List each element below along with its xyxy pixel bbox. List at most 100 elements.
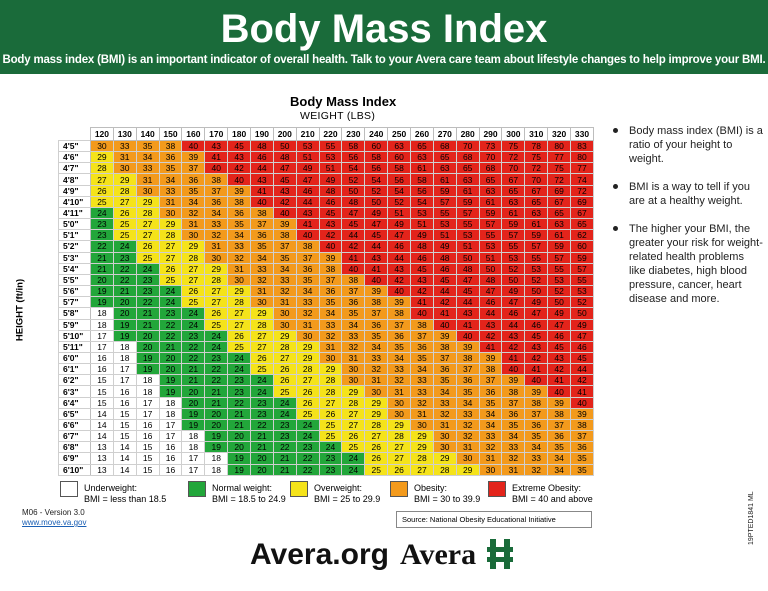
height-row-label: 6'10" xyxy=(58,463,91,477)
bmi-cell: 53 xyxy=(501,251,526,264)
bmi-cell: 22 xyxy=(295,463,320,477)
height-row-label: 5'11" xyxy=(58,340,91,353)
table-row: 6'5" 14 15 17 18 19 20 21 23 24 25 26 27 29 30 31 32 33 34… xyxy=(58,407,594,420)
bmi-cell: 27 xyxy=(181,262,206,275)
bmi-cell: 74 xyxy=(570,173,594,186)
bmi-cell: 33 xyxy=(158,184,183,197)
bmi-cell: 37 xyxy=(478,374,503,387)
bmi-cell: 51 xyxy=(478,251,503,264)
side-note-text: Body mass index (BMI) is a ratio of your… xyxy=(629,125,763,165)
bmi-cell: 21 xyxy=(250,430,274,443)
bmi-cell: 53 xyxy=(455,229,480,242)
bmi-cell: 49 xyxy=(318,173,343,186)
table-row: 5'2" 22 24 26 27 29 31 33 35 37 38 40 42 44 46 48 49 51 53… xyxy=(58,240,594,253)
bmi-cell: 37 xyxy=(364,307,389,320)
bmi-cell: 27 xyxy=(227,307,252,320)
bmi-cell: 25 xyxy=(204,318,229,331)
bmi-cell: 26 xyxy=(90,184,114,197)
bmi-cell: 29 xyxy=(204,262,229,275)
weight-column-header: 280 xyxy=(455,127,480,141)
bmi-cell: 59 xyxy=(455,195,480,208)
bmi-cell: 37 xyxy=(204,184,229,197)
bmi-cell: 34 xyxy=(547,463,572,477)
bmi-cell: 23 xyxy=(135,285,160,298)
bmi-cell: 20 xyxy=(204,407,229,420)
bmi-cell: 36 xyxy=(547,430,572,443)
bmi-cell: 43 xyxy=(387,262,412,275)
bmi-cell: 21 xyxy=(204,396,229,409)
bmi-cell: 45 xyxy=(547,340,572,353)
table-row: 6'8" 13 14 15 16 18 19 20 21 22 23 24 25 26 27 29 30 31 32… xyxy=(58,441,594,454)
bmi-cell: 16 xyxy=(112,396,137,409)
legend-swatch xyxy=(488,481,506,497)
bmi-cell: 42 xyxy=(387,273,412,287)
bmi-cell: 33 xyxy=(227,240,252,253)
table-row: 4'7" 28 30 33 35 37 40 42 44 47 49 51 54 56 58 61 63 65 68… xyxy=(58,162,594,175)
bmi-cell: 38 xyxy=(478,363,503,376)
bmi-cell: 42 xyxy=(272,195,297,208)
legend-range: BMI = 40 and above xyxy=(512,494,593,504)
legend-label: Obesity: BMI = 30 to 39.9 xyxy=(414,483,480,505)
height-row-label: 6'7" xyxy=(58,430,91,443)
bmi-cell: 29 xyxy=(227,285,252,298)
bmi-cell: 41 xyxy=(570,385,594,398)
bmi-cell: 32 xyxy=(410,396,434,409)
bmi-cell: 29 xyxy=(250,307,274,320)
bmi-cell: 23 xyxy=(272,418,297,432)
bmi-cell: 49 xyxy=(547,307,572,320)
bmi-cell: 53 xyxy=(524,262,549,275)
bmi-cell: 14 xyxy=(90,407,114,420)
bmi-cell: 34 xyxy=(478,418,503,432)
bmi-cell: 27 xyxy=(272,351,297,365)
bmi-cell: 55 xyxy=(318,139,343,153)
bmi-cell: 57 xyxy=(478,218,503,231)
bmi-cell: 43 xyxy=(318,218,343,231)
bmi-cell: 60 xyxy=(387,151,412,164)
bmi-cell: 39 xyxy=(364,285,389,298)
bmi-cell: 39 xyxy=(272,218,297,231)
bmi-cell: 36 xyxy=(455,374,480,387)
bmi-cell: 40 xyxy=(524,374,549,387)
bmi-cell: 31 xyxy=(501,463,526,477)
table-row: 5'10" 17 19 20 22 23 24 26 27 29 30 32 33 35 36 37 39 40 4… xyxy=(58,329,594,342)
height-row-label: 4'7" xyxy=(58,162,91,175)
bmi-cell: 38 xyxy=(455,351,480,365)
bmi-cell: 33 xyxy=(250,262,274,275)
bmi-cell: 30 xyxy=(341,374,366,387)
bmi-cell: 36 xyxy=(410,340,434,353)
bmi-cell: 18 xyxy=(135,374,160,387)
bmi-cell: 18 xyxy=(90,307,114,320)
bmi-cell: 43 xyxy=(250,173,274,186)
table-row: 4'9" 26 28 30 33 35 37 39 41 43 46 48 50 52 54 56 59 61 63… xyxy=(58,184,594,197)
bmi-cell: 57 xyxy=(432,195,457,208)
bmi-cell: 35 xyxy=(318,296,343,309)
bmi-cell: 30 xyxy=(364,385,389,398)
table-row: 6'3" 15 16 18 19 20 21 23 24 25 26 28 29 30 31 33 34 35 36… xyxy=(58,385,594,398)
bmi-cell: 17 xyxy=(158,430,183,443)
table-row: 5'9" 18 19 21 22 24 25 27 28 30 31 33 34 36 37 38 40 41 43… xyxy=(58,318,594,331)
bmi-cell: 28 xyxy=(90,162,114,175)
bmi-cell: 41 xyxy=(341,251,366,264)
bmi-cell: 14 xyxy=(112,441,137,454)
bmi-cell: 23 xyxy=(318,463,343,477)
avera-cross-icon xyxy=(487,539,513,569)
bmi-cell: 35 xyxy=(135,139,160,153)
table-row: 6'10" 13 14 15 16 17 18 19 20 21 22 23 24 25 26 27 28 29 3… xyxy=(58,463,594,477)
bmi-cell: 31 xyxy=(135,173,160,186)
bmi-cell: 46 xyxy=(501,307,526,320)
bmi-cell: 18 xyxy=(158,407,183,420)
legend-name: Normal weight: xyxy=(212,483,273,493)
bmi-cell: 50 xyxy=(570,307,594,320)
bmi-cell: 42 xyxy=(432,296,457,309)
bmi-cell: 18 xyxy=(204,452,229,465)
bmi-cell: 27 xyxy=(387,452,412,465)
weight-column-header: 270 xyxy=(432,127,457,141)
bmi-cell: 36 xyxy=(204,195,229,208)
bmi-cell: 38 xyxy=(272,229,297,242)
bmi-cell: 21 xyxy=(204,385,229,398)
bmi-cell: 23 xyxy=(250,396,274,409)
website-link[interactable]: www.move.va.gov xyxy=(22,518,87,527)
height-row-label: 4'5" xyxy=(58,139,91,153)
bmi-cell: 65 xyxy=(455,162,480,175)
height-row-label: 6'6" xyxy=(58,418,91,432)
